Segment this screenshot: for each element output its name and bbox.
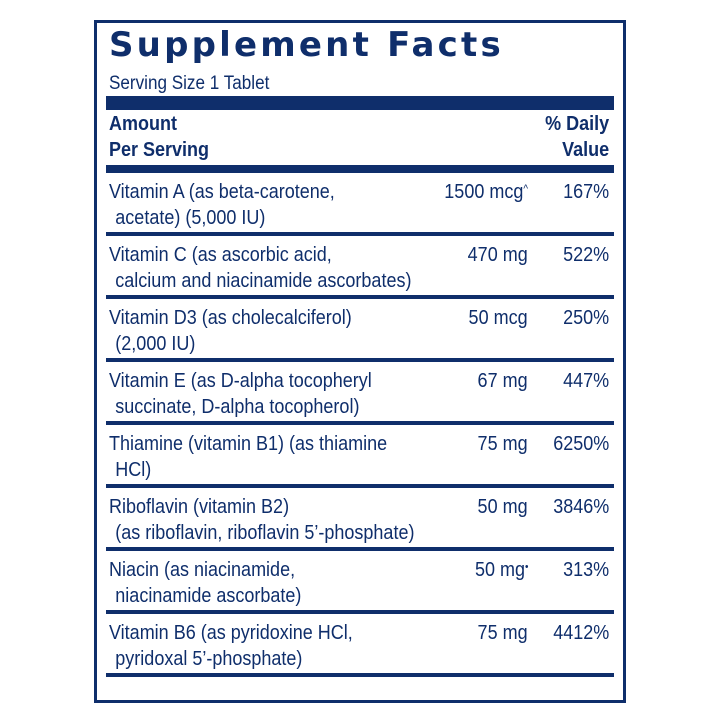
daily-value-header: % Daily Value [545, 111, 609, 163]
nutrient-amount: 50 mcg [468, 307, 528, 329]
nutrient-daily-value: 313% [562, 559, 609, 581]
nutrient-daily-value: 6250% [552, 433, 609, 455]
footnote-mark: • [524, 561, 528, 573]
nutrient-name: Vitamin C (as ascorbic acid, calcium and … [109, 244, 412, 292]
nutrient-row-vitamin-d3: Vitamin D3 (as cholecalciferol) (2,000 IU… [106, 299, 614, 362]
amount-header-line1: Amount [109, 113, 177, 135]
nutrient-name: Vitamin B6 (as pyridoxine HCl, pyridoxal … [109, 622, 353, 670]
dv-header-line1: % Daily [544, 113, 609, 135]
footnote-mark: ^ [523, 183, 528, 195]
header-divider [106, 165, 614, 173]
nutrient-name: Vitamin E (as D-alpha tocopheryl succinat… [109, 370, 372, 418]
thick-divider [106, 96, 614, 110]
nutrient-daily-value: 167% [562, 181, 609, 203]
nutrient-daily-value: 250% [562, 307, 609, 329]
nutrient-amount: 75 mg [477, 622, 528, 644]
amount-header: Amount Per Serving [109, 111, 209, 163]
nutrient-daily-value: 447% [562, 370, 609, 392]
amount-header-line2: Per Serving [109, 139, 210, 161]
nutrient-daily-value: 4412% [552, 622, 609, 644]
nutrient-amount: 75 mg [477, 433, 528, 455]
nutrient-row-thiamine: Thiamine (vitamin B1) (as thiamine HCl) 7… [106, 425, 614, 488]
nutrient-row-riboflavin: Riboflavin (vitamin B2) (as riboflavin, r… [106, 488, 614, 551]
nutrient-row-vitamin-a: Vitamin A (as beta-carotene, acetate) (5,… [106, 173, 614, 236]
dv-header-line2: Value [561, 139, 609, 161]
nutrient-row-vitamin-e: Vitamin E (as D-alpha tocopheryl succinat… [106, 362, 614, 425]
nutrient-amount: 1500 mcg^ [444, 181, 528, 203]
nutrient-amount: 50 mg• [474, 559, 528, 581]
supplement-facts-panel: Supplement Facts Serving Size 1 Tablet A… [94, 20, 626, 703]
nutrient-name: Thiamine (vitamin B1) (as thiamine HCl) [109, 433, 388, 481]
nutrient-amount: 67 mg [477, 370, 528, 392]
nutrient-name: Riboflavin (vitamin B2) (as riboflavin, r… [109, 496, 415, 544]
nutrient-row-niacin: Niacin (as niacinamide, niacinamide ascor… [106, 551, 614, 614]
nutrient-daily-value: 3846% [552, 496, 609, 518]
nutrient-amount: 470 mg [467, 244, 528, 266]
nutrient-name: Niacin (as niacinamide, niacinamide ascor… [109, 559, 302, 607]
nutrient-row-vitamin-b6: Vitamin B6 (as pyridoxine HCl, pyridoxal … [106, 614, 614, 677]
nutrient-daily-value: 522% [562, 244, 609, 266]
nutrient-row-vitamin-c: Vitamin C (as ascorbic acid, calcium and … [106, 236, 614, 299]
panel-title: Supplement Facts [109, 25, 504, 65]
nutrient-list: Vitamin A (as beta-carotene, acetate) (5,… [106, 173, 614, 677]
nutrient-name: Vitamin D3 (as cholecalciferol) (2,000 IU… [109, 307, 352, 355]
nutrient-name: Vitamin A (as beta-carotene, acetate) (5,… [109, 181, 335, 229]
serving-size: Serving Size 1 Tablet [109, 73, 270, 94]
nutrient-amount: 50 mg [477, 496, 528, 518]
